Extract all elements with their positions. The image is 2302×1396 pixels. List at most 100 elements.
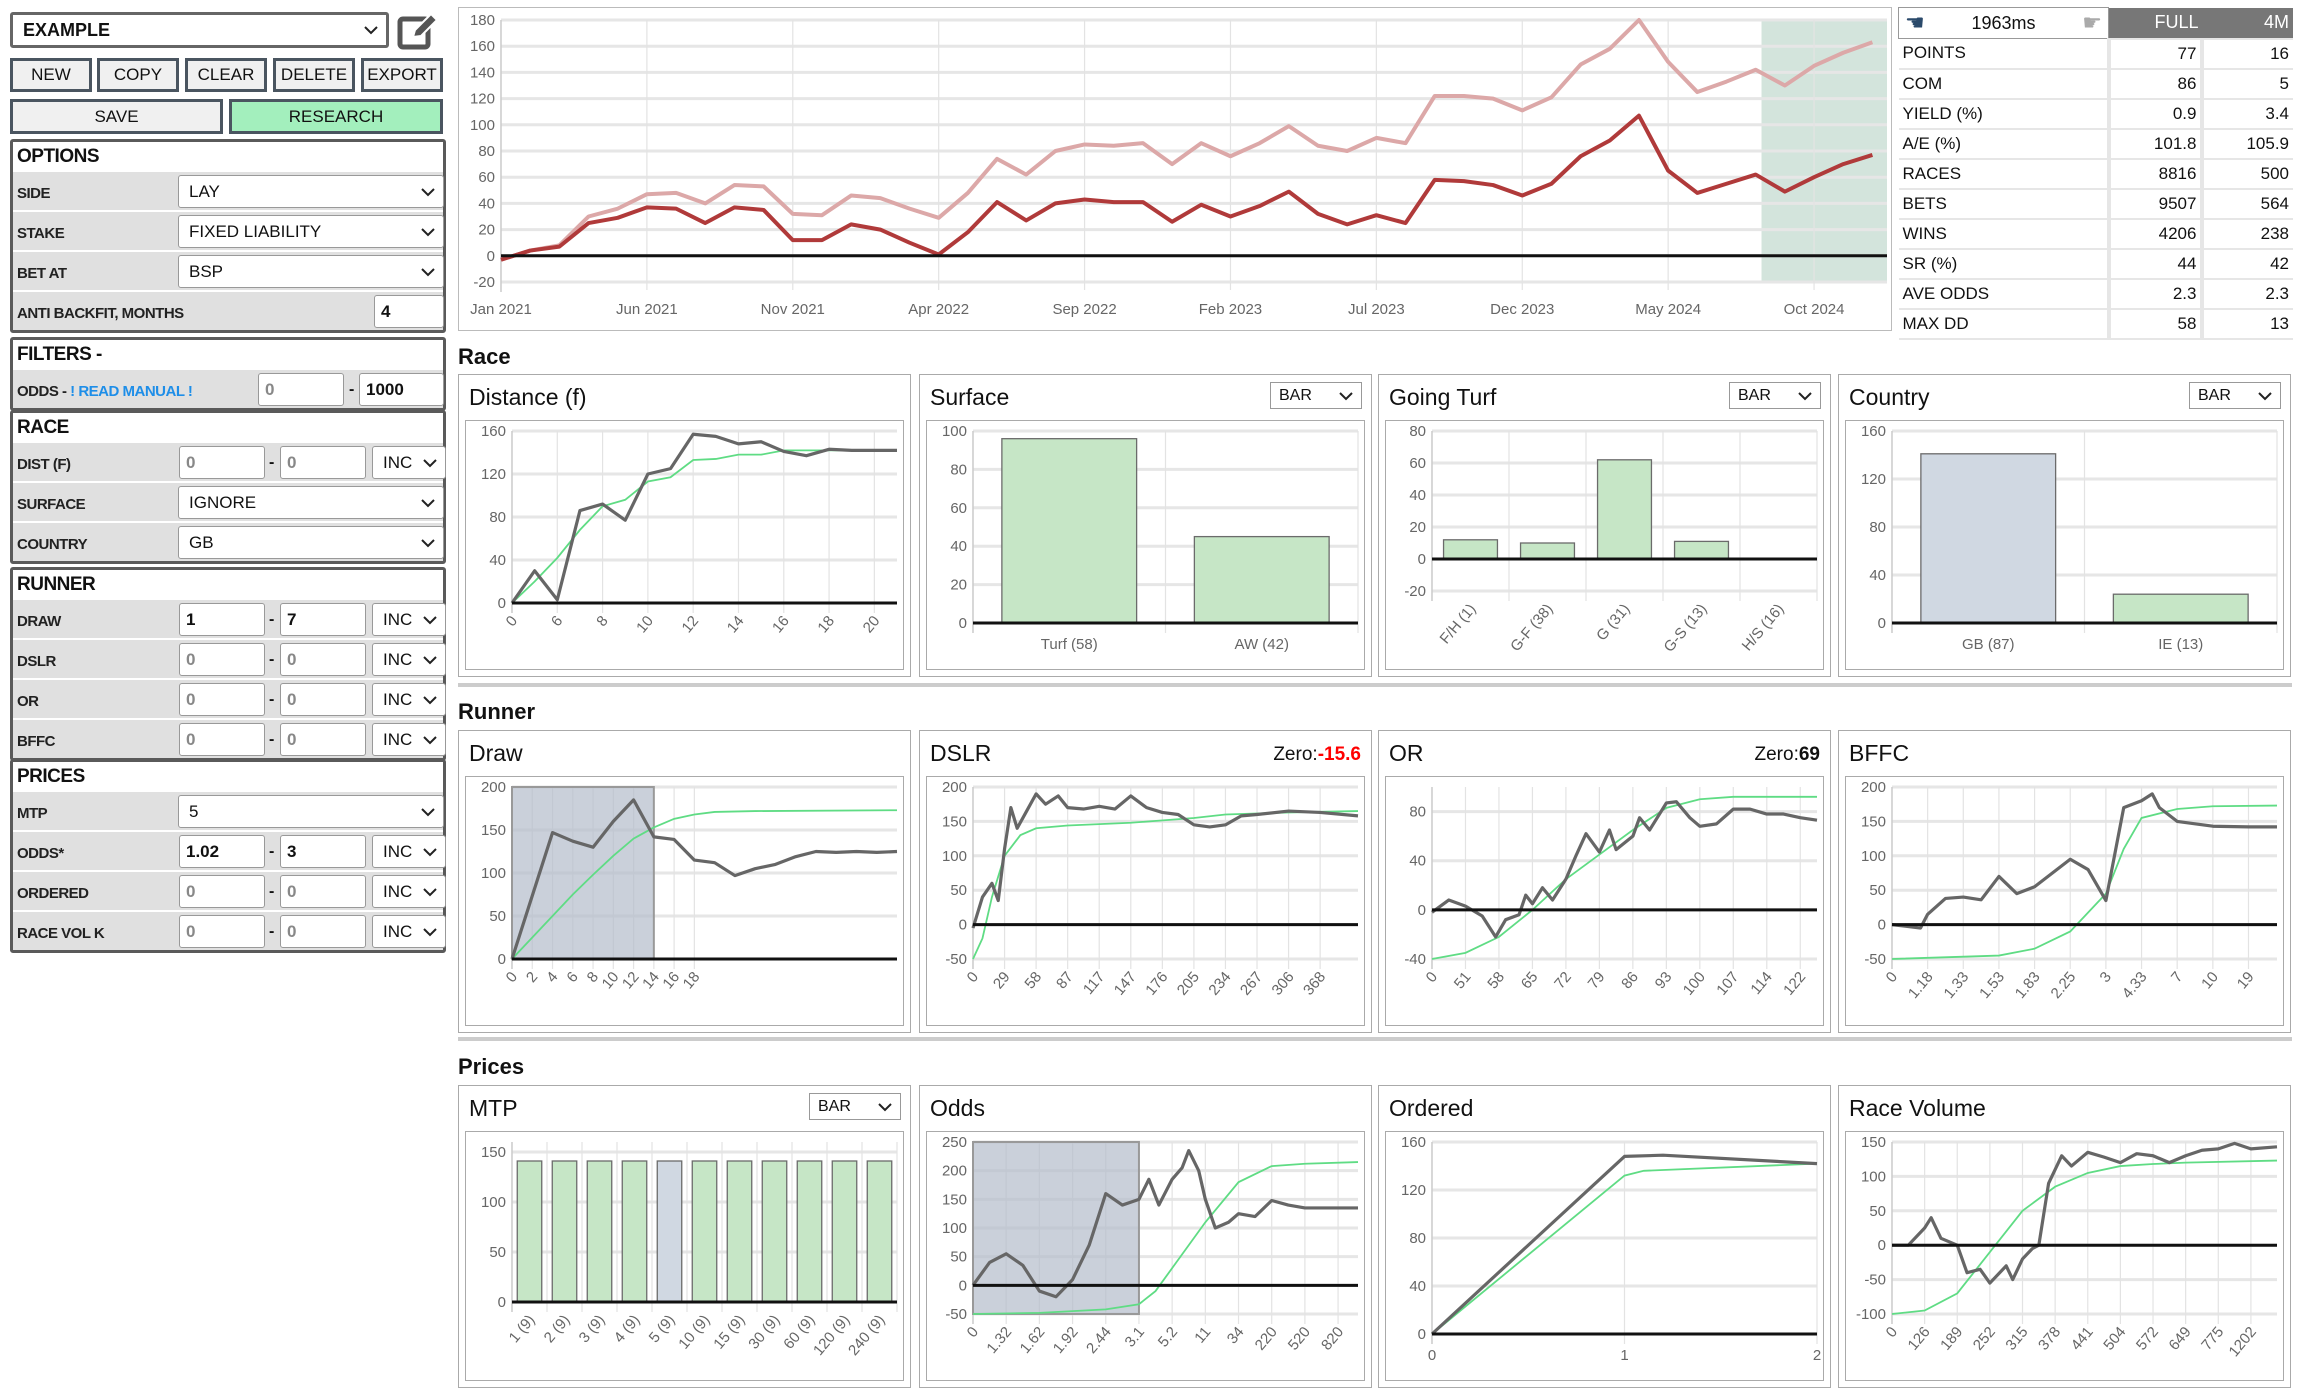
stats-row: MAX DD 58 13 [1898,308,2293,340]
draw-min[interactable] [179,603,265,636]
x-tick-label: Turf (58) [1041,636,1098,653]
y-tick-label: 80 [1409,804,1426,821]
odds-max[interactable] [280,835,366,868]
or-min[interactable] [179,683,265,716]
profit-line [510,432,897,604]
x-tick-label: Nov 2021 [761,301,825,318]
save-button[interactable]: SAVE [10,99,223,134]
highlight-region [511,786,655,960]
bet-at-value: BSP [189,261,224,281]
preset-select[interactable]: EXAMPLE [10,12,389,48]
timer-value: 1963ms [1971,12,2036,33]
y-tick-label: 160 [470,38,495,55]
next-hand-icon[interactable]: ☛ [2082,10,2102,35]
dist-mode-select[interactable]: INC [372,446,446,479]
x-tick-label: 79 [1585,969,1609,993]
odds-min[interactable] [179,835,265,868]
ordered-max[interactable] [280,875,366,908]
x-tick-label: 16 [769,613,793,637]
y-tick-label: 50 [489,1244,506,1261]
x-tick-label: 12 [678,613,702,637]
country-select[interactable]: GB [178,526,444,559]
bar [1519,542,1576,560]
y-tick-label: 20 [950,577,967,594]
range-dash: - [269,454,274,471]
clear-button[interactable]: CLEAR [185,58,267,92]
odds-filter-max[interactable] [359,373,444,406]
y-tick-label: 80 [478,143,495,160]
bffc-max[interactable] [280,723,366,756]
chevron-down-icon [423,459,437,468]
chart-type-select[interactable]: BAR [1270,382,1362,409]
chart-type-select[interactable]: BAR [809,1093,901,1120]
dslr-max[interactable] [280,643,366,676]
anti-backfit-input[interactable] [374,295,444,328]
y-tick-label: -50 [1864,951,1886,968]
dist-min[interactable] [179,446,265,479]
stats-row: A/E (%) 101.8 105.9 [1898,128,2293,160]
dslr-mode-select[interactable]: INC [372,643,446,676]
x-tick-label: 1 (9) [506,1312,539,1347]
y-tick-label: 40 [1409,853,1426,870]
chart-card-odds: Odds -50 0 50 100 150 200 250 0 1.32 1.62 1.92 2.44 3… [919,1085,1372,1388]
y-tick-label: 80 [489,509,506,526]
read-manual-link[interactable]: ! READ MANUAL ! [70,383,193,400]
stats-row: SR (%) 44 42 [1898,248,2293,280]
section-runner: Runner [458,699,535,724]
plot-area: 0 20 40 60 80 100 Turf (58) AW (42) [926,420,1365,670]
bet-at-select[interactable]: BSP [178,255,444,288]
stat-label: COM [1898,68,2109,100]
delete-button[interactable]: DELETE [273,58,355,92]
draw-max[interactable] [280,603,366,636]
bar [1920,453,2057,624]
dist-max[interactable] [280,446,366,479]
research-button[interactable]: RESEARCH [229,99,443,134]
side-label: SIDE [17,185,51,202]
y-tick-label: 50 [950,882,967,899]
race-volume-min[interactable] [179,915,265,948]
edit-icon[interactable] [397,10,439,50]
ordered-row: ORDERED - INC [13,870,446,910]
or-max[interactable] [280,683,366,716]
chart-title: Ordered [1389,1095,1474,1121]
draw-mode-value: INC [383,609,413,629]
ordered-min[interactable] [179,875,265,908]
draw-label: DRAW [17,613,61,630]
dslr-min[interactable] [179,643,265,676]
x-tick-label: 1.62 [1017,1324,1049,1357]
x-tick-label: Jul 2023 [1348,301,1405,318]
mtp-select[interactable]: 5 [178,795,444,828]
ordered-mode-select[interactable]: INC [372,875,446,908]
y-tick-label: 80 [1869,519,1886,536]
x-tick-label: 122 [1780,969,1809,999]
x-tick-label: 3 (9) [576,1312,609,1347]
x-tick-label: 4 [543,969,561,986]
odds-filter-min[interactable] [258,373,344,406]
bffc-mode-select[interactable]: INC [372,723,446,756]
race-volume-max[interactable] [280,915,366,948]
chart-title: Country [1849,384,1930,410]
draw-mode-select[interactable]: INC [372,603,446,636]
x-tick-label: H/S (16) [1739,601,1788,655]
copy-button[interactable]: COPY [97,58,179,92]
chart-type-select[interactable]: BAR [1729,382,1821,409]
zero-label: Zero: [1754,744,1799,765]
chart-title: MTP [469,1095,518,1121]
y-tick-label: 0 [1418,551,1426,568]
export-button[interactable]: EXPORT [361,58,443,92]
bffc-min[interactable] [179,723,265,756]
surface-select[interactable]: IGNORE [178,486,444,519]
x-tick-label: 1 [1620,1347,1628,1364]
race-volume-mode-select[interactable]: INC [372,915,446,948]
x-tick-label: 0 [964,969,982,986]
side-select[interactable]: LAY [178,175,444,208]
zero-readout: Zero:-15.6 [1273,744,1361,766]
stake-select[interactable]: FIXED LIABILITY [178,215,444,248]
new-button[interactable]: NEW [10,58,92,92]
runner-title: RUNNER [17,574,96,595]
odds-mode-select[interactable]: INC [372,835,446,868]
chart-type-select[interactable]: BAR [2189,382,2281,409]
previous-hand-icon[interactable]: ☚ [1905,10,1925,35]
or-mode-select[interactable]: INC [372,683,446,716]
